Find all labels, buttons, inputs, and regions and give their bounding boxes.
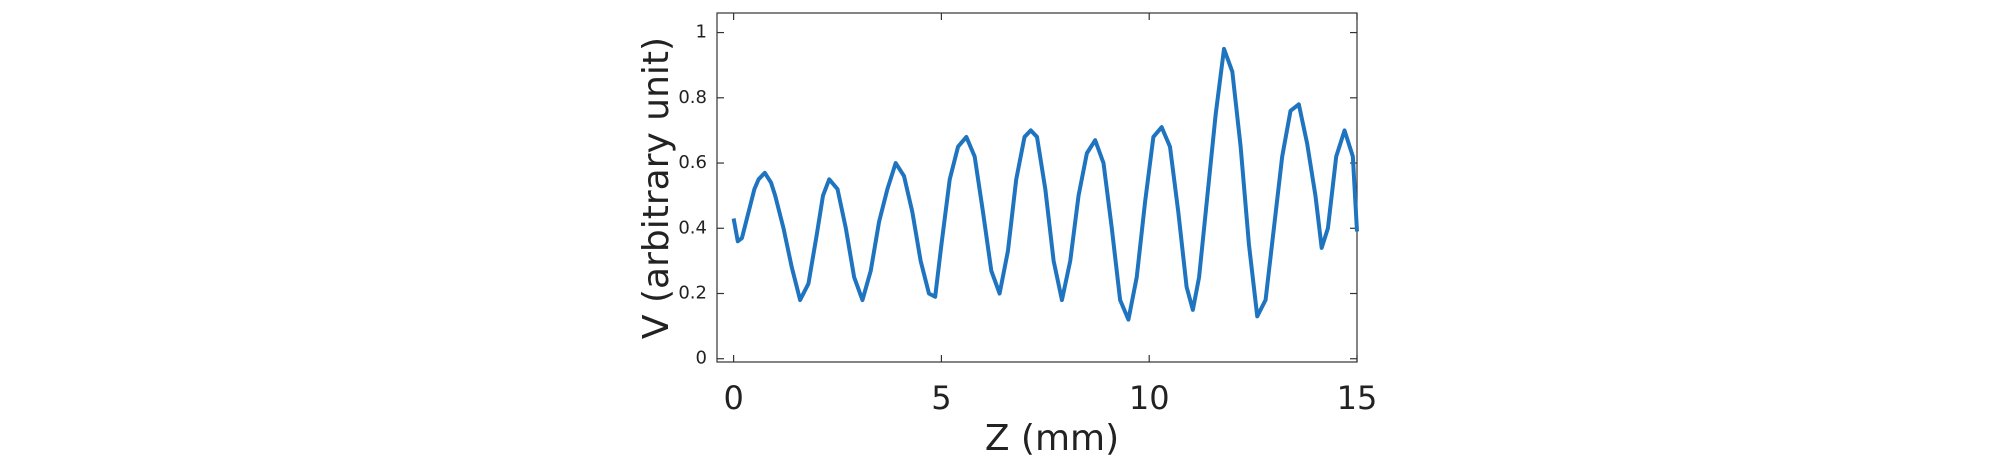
y-tick-label: 0	[696, 348, 707, 369]
x-axis-label: Z (mm)	[985, 418, 1119, 459]
x-tick-label: 15	[1337, 379, 1378, 417]
data-line	[731, 46, 1359, 322]
y-tick-label: 0.6	[678, 152, 707, 173]
y-axis-label: V (arbitrary unit)	[636, 37, 677, 339]
plot-frame	[716, 12, 1358, 363]
y-tick-label: 0.2	[678, 283, 707, 304]
y-tick-label: 0.4	[678, 217, 707, 238]
y-tick-label: 0.8	[678, 87, 707, 108]
x-tick-label: 5	[931, 379, 951, 417]
x-tick-label: 0	[723, 379, 743, 417]
y-tick-label: 1	[696, 22, 707, 43]
x-tick-label: 10	[1129, 379, 1170, 417]
